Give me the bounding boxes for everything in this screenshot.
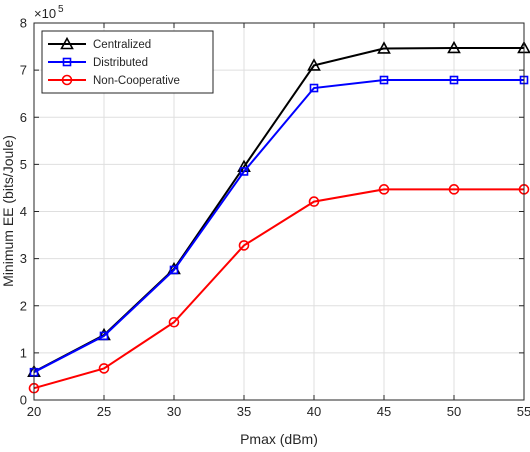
legend-marker [60,36,74,50]
x-tick-label: 35 [237,404,251,419]
data-point [309,83,319,93]
series-line [33,188,524,390]
y-tick-label: 2 [20,298,27,313]
y-tick-label: 6 [20,110,27,125]
data-point [448,184,460,195]
legend: Centralized Distributed Non-Cooperative [41,30,214,94]
series-2 [28,184,530,394]
x-tick-label: 55 [517,404,530,419]
legend-item: Centralized [48,36,151,51]
data-point [238,240,250,251]
x-tick-label: 20 [27,404,41,419]
data-point [99,331,109,341]
y-tick-label: 8 [20,16,27,31]
data-point [308,196,320,207]
data-point [377,41,391,54]
legend-marker [62,57,72,67]
x-tick-label: 40 [307,404,321,419]
y-tick-label: 0 [20,393,27,408]
legend-label: Non-Cooperative [93,75,180,87]
x-tick-label: 45 [377,404,391,419]
data-point [307,58,321,71]
legend-label: Centralized [93,39,151,51]
y-tick-label: 3 [20,251,27,266]
x-tick-label: 50 [447,404,461,419]
y-tick-label: 7 [20,63,27,78]
y-exponent-power: 5 [58,4,64,15]
series-line [33,79,524,374]
y-exponent-base: ×10 [34,6,56,21]
data-point [378,184,390,195]
data-point [98,363,110,374]
y-tick-label: 4 [20,204,27,219]
legend-item: Non-Cooperative [48,74,180,87]
series-1 [29,75,529,377]
legend-label: Distributed [93,57,148,69]
data-point [169,265,179,275]
data-point [449,75,459,85]
y-axis-label: Minimum EE (bits/Joule) [0,135,16,287]
x-tick-label: 30 [167,404,181,419]
legend-item: Distributed [48,57,148,69]
data-point [168,316,180,328]
data-point [239,167,249,176]
legend-marker [61,74,73,86]
y-tick-label: 5 [20,157,27,172]
x-tick-label: 25 [97,404,111,419]
data-point [379,75,389,85]
data-point [447,40,461,54]
x-axis-label: Pmax (dBm) [240,431,318,447]
y-tick-label: 1 [20,345,27,360]
series-layer [27,40,530,394]
